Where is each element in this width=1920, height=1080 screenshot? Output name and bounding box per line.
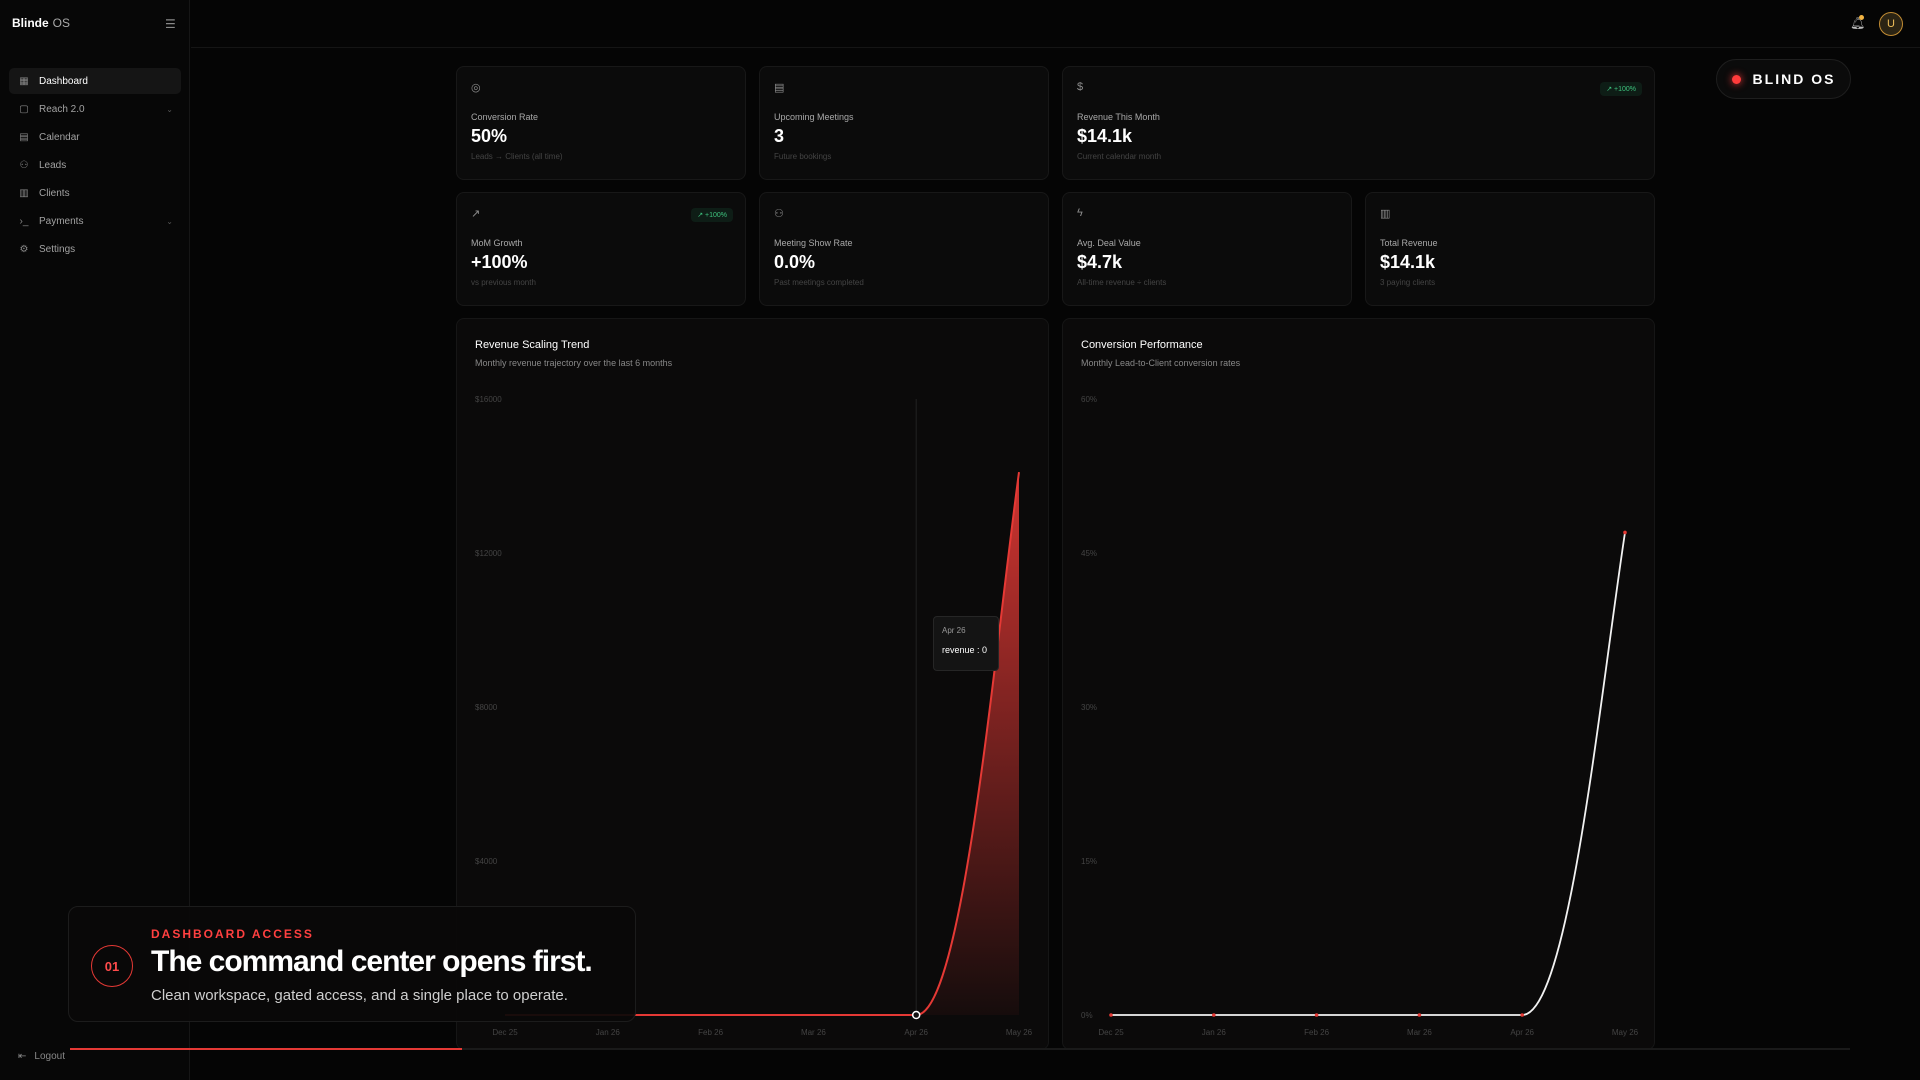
x-tick-label: Jan 26	[1202, 1028, 1227, 1037]
feature-overlay: 01 DASHBOARD ACCESS The command center o…	[68, 906, 636, 1022]
blind-os-badge: BLIND OS	[1716, 59, 1851, 99]
chevron-down-icon: ⌄	[166, 104, 173, 114]
y-tick-label: 30%	[1081, 703, 1097, 712]
terminal-icon: ›_	[19, 215, 29, 227]
conversion-chart-title: Conversion Performance	[1081, 339, 1203, 351]
x-tick-label: Dec 25	[1098, 1028, 1124, 1037]
users-icon: ⚇	[19, 159, 29, 171]
calendar-icon: ▤	[19, 131, 29, 143]
data-point	[1109, 1013, 1113, 1017]
sidebar-item-payments[interactable]: ›_ Payments ⌄	[19, 215, 173, 227]
x-tick-label: May 26	[1612, 1028, 1639, 1037]
data-point	[1212, 1013, 1216, 1017]
y-tick-label: $4000	[475, 857, 498, 866]
y-tick-label: $12000	[475, 549, 502, 558]
overlay-description: Clean workspace, gated access, and a sin…	[151, 987, 568, 1004]
overlay-headline: The command center opens first.	[151, 945, 593, 978]
grid-icon: ▦	[19, 75, 29, 87]
data-point	[1520, 1013, 1524, 1017]
sidebar-item-dashboard[interactable]: ▦ Dashboard	[9, 68, 181, 94]
status-dot	[1731, 74, 1741, 84]
menu-toggle-icon[interactable]: ☰	[165, 17, 176, 31]
revenue-chart-title: Revenue Scaling Trend	[475, 339, 590, 351]
target-icon: ◎	[471, 82, 481, 94]
stat-card-revenue-month: $ ↗ +100% Revenue This Month $14.1k Curr…	[1062, 66, 1655, 180]
notification-dot	[1859, 15, 1864, 20]
y-tick-label: $16000	[475, 395, 502, 404]
x-tick-label: Mar 26	[1407, 1028, 1432, 1037]
sidebar-item-settings[interactable]: ⚙ Settings	[19, 243, 76, 255]
bar-chart-icon: ▥	[1380, 208, 1391, 220]
conversion-chart-card: 60% 45% 30% 15% 0% Dec 25 Jan 26 Feb 26 Mar 26 Ap…	[1062, 318, 1655, 1050]
stat-card-mom-growth: ↗ ↗ +100% MoM Growth +100% vs previous m…	[456, 192, 746, 306]
stat-card-conversion: ◎ Conversion Rate 50% Leads → Clients (a…	[456, 66, 746, 180]
stat-card-total-revenue: ▥ Total Revenue $14.1k 3 paying clients	[1365, 192, 1655, 306]
data-point	[1623, 530, 1627, 535]
y-tick-label: 15%	[1081, 857, 1097, 866]
progress-bar	[70, 1048, 1850, 1050]
trending-up-icon: ↗	[471, 208, 481, 220]
growth-badge: ↗ +100%	[1600, 82, 1642, 96]
top-bar	[191, 0, 1920, 48]
logout-button[interactable]: ⇤ Logout	[18, 1051, 65, 1062]
sidebar: Blinde OS ☰ ▦ Dashboard ▢ Reach 2.0 ⌄ ▤ Calen…	[0, 0, 190, 1080]
x-tick-label: Feb 26	[698, 1028, 723, 1037]
avatar[interactable]: U	[1879, 12, 1903, 36]
lightning-icon: ϟ	[1077, 207, 1083, 219]
users-icon: ⚇	[774, 208, 784, 220]
logout-icon: ⇤	[18, 1051, 27, 1062]
overlay-kicker: DASHBOARD ACCESS	[151, 927, 314, 941]
building-icon: ▥	[19, 187, 29, 199]
conversion-chart-subtitle: Monthly Lead-to-Client conversion rates	[1081, 358, 1241, 368]
sidebar-item-calendar[interactable]: ▤ Calendar	[19, 131, 80, 143]
stat-card-show-rate: ⚇ Meeting Show Rate 0.0% Past meetings c…	[759, 192, 1049, 306]
hover-point	[911, 1010, 921, 1020]
x-tick-label: Apr 26	[904, 1028, 928, 1037]
progress-fill	[70, 1048, 462, 1050]
y-tick-label: 60%	[1081, 395, 1097, 404]
y-tick-label: 0%	[1081, 1011, 1093, 1020]
x-tick-label: Mar 26	[801, 1028, 826, 1037]
chevron-down-icon: ⌄	[166, 216, 173, 226]
data-point	[1417, 1013, 1422, 1017]
gear-icon: ⚙	[19, 243, 29, 255]
x-tick-label: Jan 26	[596, 1028, 621, 1037]
revenue-area	[505, 472, 1019, 1015]
revenue-chart-card: $16000 $12000 $8000 $4000 Dec 25 Jan 26 Feb 26…	[456, 318, 1049, 1050]
y-tick-label: $8000	[475, 703, 498, 712]
dollar-icon: $	[1077, 81, 1084, 93]
x-tick-label: May 26	[1006, 1028, 1033, 1037]
data-point	[1314, 1013, 1319, 1017]
message-icon: ▢	[19, 103, 29, 115]
revenue-chart: $16000 $12000 $8000 $4000 Dec 25 Jan 26 Feb 26…	[475, 395, 1033, 1037]
step-number: 01	[91, 945, 133, 987]
brand-logo[interactable]: Blinde OS	[12, 16, 71, 30]
sidebar-item-reach[interactable]: ▢ Reach 2.0 ⌄	[19, 103, 173, 115]
sidebar-nav: ▦ Dashboard ▢ Reach 2.0 ⌄ ▤ Calendar ⚇ Leads …	[9, 68, 181, 264]
revenue-chart-subtitle: Monthly revenue trajectory over the last…	[475, 358, 673, 368]
chart-tooltip: Apr 26 revenue : 0	[933, 616, 999, 671]
x-tick-label: Dec 25	[492, 1028, 518, 1037]
sidebar-item-leads[interactable]: ⚇ Leads	[19, 159, 67, 171]
conversion-line	[1111, 532, 1626, 1016]
conversion-chart: 60% 45% 30% 15% 0% Dec 25 Jan 26 Feb 26 Mar 26 Ap…	[1081, 395, 1639, 1037]
stat-card-deal-value: ϟ Avg. Deal Value $4.7k All-time revenue…	[1062, 192, 1352, 306]
sidebar-item-clients[interactable]: ▥ Clients	[19, 187, 70, 199]
x-tick-label: Apr 26	[1510, 1028, 1534, 1037]
y-tick-label: 45%	[1081, 549, 1097, 558]
x-tick-label: Feb 26	[1304, 1028, 1329, 1037]
calendar-icon: ▤	[774, 82, 785, 94]
stat-card-meetings: ▤ Upcoming Meetings 3 Future bookings	[759, 66, 1049, 180]
growth-badge: ↗ +100%	[691, 208, 733, 222]
